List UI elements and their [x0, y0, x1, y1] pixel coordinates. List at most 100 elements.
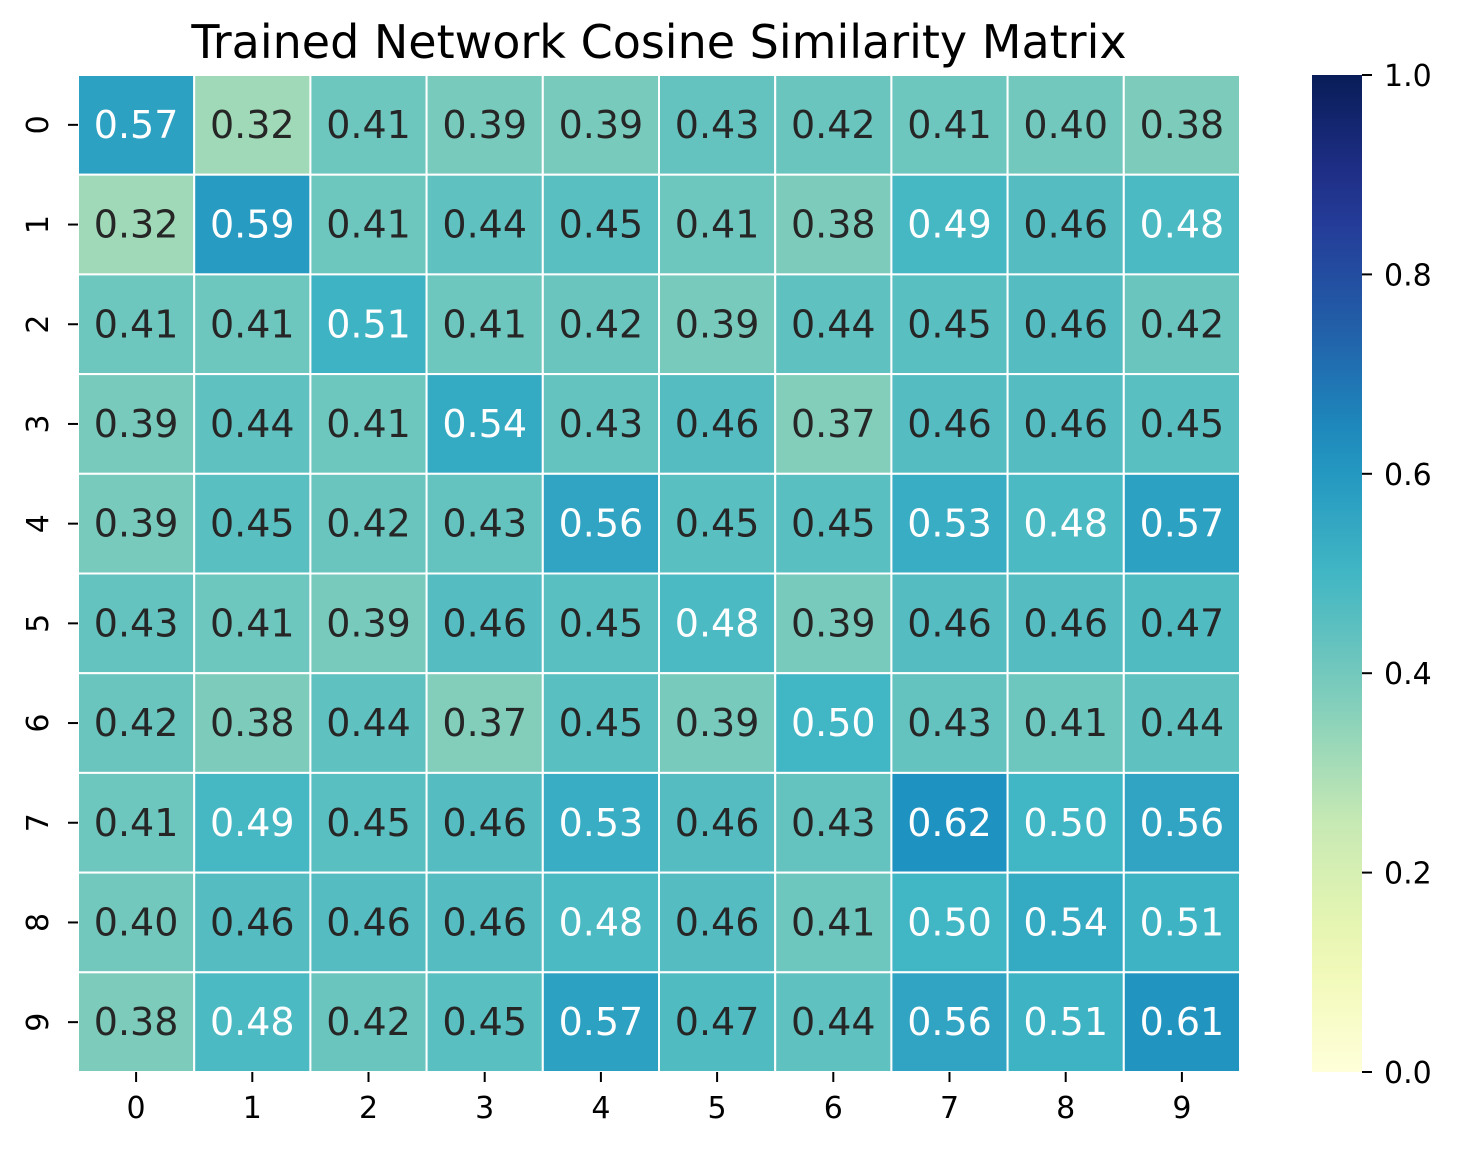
heatmap-cell — [1122, 373, 1242, 475]
cell-value-label: 0.44 — [326, 701, 411, 745]
heatmap-cell — [77, 373, 196, 475]
x-tick-label: 6 — [824, 1091, 843, 1126]
cell-value-label: 0.39 — [94, 502, 179, 546]
heatmap-cell — [774, 672, 893, 774]
cell-value-label: 0.41 — [1023, 701, 1108, 745]
cell-value-label: 0.56 — [559, 502, 644, 546]
cell-value-label: 0.46 — [907, 601, 992, 645]
cell-value-label: 0.47 — [1140, 601, 1225, 645]
colorbar-tick-label: 0.4 — [1384, 657, 1432, 692]
cell-value-label: 0.38 — [210, 701, 295, 745]
cell-value-label: 0.41 — [442, 302, 527, 346]
heatmap-cell — [658, 472, 777, 575]
heatmap-cell — [1006, 373, 1125, 475]
cell-value-label: 0.45 — [675, 502, 760, 546]
heatmap-cell — [193, 771, 312, 874]
heatmap-cell — [890, 771, 1009, 874]
heatmap-cell — [1122, 173, 1242, 276]
cell-value-label: 0.41 — [326, 103, 411, 147]
cell-value-label: 0.45 — [559, 601, 644, 645]
cell-value-label: 0.37 — [442, 701, 527, 745]
heatmap-cell — [309, 771, 428, 874]
heatmap-cell — [309, 871, 428, 974]
cell-value-label: 0.46 — [675, 402, 760, 446]
cell-value-label: 0.46 — [675, 801, 760, 845]
cell-value-label: 0.46 — [326, 900, 411, 944]
cell-value-label: 0.39 — [94, 402, 179, 446]
heatmap-cell — [425, 572, 544, 675]
colorbar-tick-label: 0.2 — [1384, 857, 1432, 892]
cell-value-label: 0.50 — [791, 701, 876, 745]
cell-value-label: 0.43 — [791, 801, 876, 845]
cell-value-label: 0.39 — [675, 302, 760, 346]
y-tick-label: 5 — [21, 614, 56, 633]
heatmap-cell — [425, 672, 544, 774]
cell-value-label: 0.48 — [1140, 203, 1225, 247]
x-tick-label: 7 — [940, 1091, 959, 1126]
heatmap-cell — [658, 373, 777, 475]
cell-value-label: 0.47 — [675, 1000, 760, 1044]
cell-value-label: 0.44 — [791, 302, 876, 346]
cell-value-label: 0.51 — [1023, 1000, 1108, 1044]
cell-value-label: 0.46 — [907, 402, 992, 446]
heatmap-cell — [1122, 871, 1242, 974]
cell-value-label: 0.46 — [1023, 302, 1108, 346]
heatmap-cell — [425, 771, 544, 874]
heatmap-cell — [1122, 672, 1242, 774]
y-tick-label: 9 — [21, 1013, 56, 1032]
heatmap-cell — [658, 173, 777, 276]
cell-value-label: 0.46 — [442, 900, 527, 944]
cell-value-label: 0.42 — [326, 502, 411, 546]
chart-title: Trained Network Cosine Similarity Matrix — [190, 15, 1126, 69]
cell-value-label: 0.54 — [442, 402, 527, 446]
cell-value-label: 0.42 — [559, 302, 644, 346]
heatmap-cell — [890, 871, 1009, 974]
heatmap-cell — [1122, 472, 1242, 575]
cell-value-label: 0.41 — [94, 801, 179, 845]
cell-value-label: 0.61 — [1140, 1000, 1225, 1044]
cell-value-label: 0.44 — [442, 203, 527, 247]
x-tick-label: 3 — [475, 1091, 494, 1126]
cell-value-label: 0.43 — [94, 601, 179, 645]
heatmap-cell — [193, 273, 312, 376]
x-tick-label: 9 — [1172, 1091, 1191, 1126]
y-tick-label: 8 — [21, 913, 56, 932]
heatmap-cell — [890, 672, 1009, 774]
cell-value-label: 0.62 — [907, 801, 992, 845]
heatmap-cell — [890, 273, 1009, 376]
cell-value-label: 0.45 — [791, 502, 876, 546]
cell-value-label: 0.48 — [210, 1000, 295, 1044]
heatmap-cell — [541, 273, 660, 376]
heatmap-cells: 0.57 0.32 0.41 0.39 0.39 0.43 0.42 0.41 0.40 0.38… — [77, 74, 1242, 1073]
x-tick-label: 0 — [127, 1091, 146, 1126]
heatmap-cell — [1122, 273, 1242, 376]
x-tick-label: 4 — [591, 1091, 610, 1126]
y-tick-label: 3 — [21, 414, 56, 433]
y-tick-label: 1 — [21, 215, 56, 234]
colorbar-tick-label: 0.6 — [1384, 458, 1432, 493]
cell-value-label: 0.45 — [907, 302, 992, 346]
cell-value-label: 0.37 — [791, 402, 876, 446]
x-tick-label: 5 — [708, 1091, 727, 1126]
heatmap-cell — [541, 771, 660, 874]
cell-value-label: 0.53 — [559, 801, 644, 845]
cell-value-label: 0.46 — [1023, 402, 1108, 446]
cell-value-label: 0.49 — [210, 801, 295, 845]
heatmap-cell — [1006, 472, 1125, 575]
colorbar-tick-label: 0.0 — [1384, 1056, 1432, 1091]
cell-value-label: 0.39 — [675, 701, 760, 745]
y-tick-label: 4 — [21, 514, 56, 533]
cell-value-label: 0.39 — [791, 601, 876, 645]
cell-value-label: 0.41 — [210, 302, 295, 346]
heatmap-cell — [774, 771, 893, 874]
x-tick-label: 1 — [243, 1091, 262, 1126]
cell-value-label: 0.42 — [791, 103, 876, 147]
cell-value-label: 0.41 — [210, 601, 295, 645]
cell-value-label: 0.46 — [442, 801, 527, 845]
cell-value-label: 0.32 — [210, 103, 295, 147]
heatmap-cell — [1006, 273, 1125, 376]
cell-value-label: 0.45 — [559, 701, 644, 745]
cell-value-label: 0.41 — [94, 302, 179, 346]
